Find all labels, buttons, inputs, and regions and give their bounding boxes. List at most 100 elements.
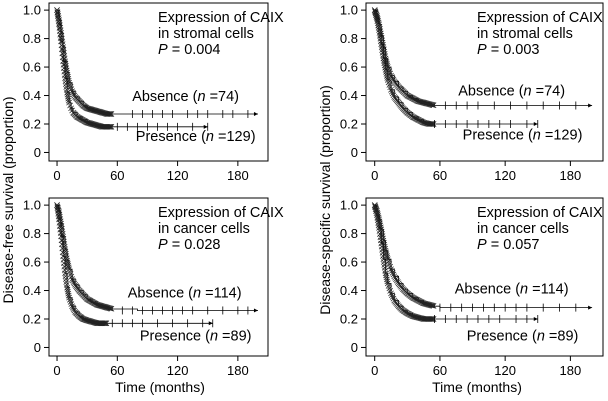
y-tick-label: 0 — [34, 145, 41, 160]
p-symbol: P — [477, 42, 487, 58]
event-marker — [428, 101, 435, 108]
series-label-text: Absence ( — [128, 286, 193, 302]
series-count: =89) — [545, 328, 578, 344]
event-marker — [384, 278, 391, 285]
event-marker — [389, 269, 396, 276]
event-marker — [101, 320, 107, 327]
p-value-text: = 0.028 — [168, 237, 221, 253]
y-tick-label: 0.6 — [340, 255, 358, 270]
event-marker — [70, 304, 76, 311]
n-symbol: n — [533, 128, 541, 144]
event-marker — [65, 292, 72, 299]
event-marker — [106, 123, 113, 130]
y-tick-label: 0.2 — [23, 116, 41, 131]
annotation-title: Expression of CAIX — [158, 205, 284, 221]
series-count: =129) — [541, 128, 583, 144]
y-tick-label: 0.8 — [340, 226, 358, 241]
x-tick-label: 60 — [110, 168, 124, 183]
event-marker — [65, 264, 72, 271]
p-value: P = 0.004 — [158, 42, 220, 58]
event-marker — [390, 92, 397, 99]
curve-end-cap — [533, 316, 538, 321]
y-tick-label: 0.2 — [340, 116, 358, 131]
y-tick-label: 0.8 — [340, 31, 358, 46]
y-tick-label: 0.2 — [23, 311, 41, 326]
x-axis-label: Time (months) — [115, 379, 205, 395]
p-value-text: = 0.004 — [168, 42, 221, 58]
event-marker — [68, 301, 75, 307]
y-tick-label: 0.4 — [23, 283, 41, 298]
series-label-presence: Presence (n =89) — [140, 328, 252, 344]
x-tick-label: 180 — [227, 168, 249, 183]
y-tick-label: 0.6 — [23, 60, 41, 75]
y-tick-label: 0.8 — [23, 226, 41, 241]
n-symbol: n — [520, 281, 528, 297]
event-marker — [388, 292, 395, 298]
plot-frame — [48, 2, 269, 162]
series-label-absence: Absence (n =74) — [132, 89, 239, 105]
annotation-cell-type: in stromal cells — [158, 26, 254, 42]
x-tick-label: 120 — [494, 363, 516, 378]
event-marker — [69, 303, 75, 310]
x-tick-label: 120 — [167, 363, 189, 378]
event-marker — [393, 276, 399, 282]
event-marker — [388, 268, 395, 274]
event-marker — [394, 277, 400, 284]
series-count: =74) — [206, 89, 239, 105]
event-marker — [70, 279, 77, 285]
p-value: P = 0.057 — [477, 237, 539, 253]
event-marker — [106, 111, 113, 117]
series-label-absence: Absence (n =114) — [128, 286, 242, 302]
event-marker — [428, 302, 435, 309]
x-tick-label: 60 — [433, 168, 447, 183]
event-marker — [388, 290, 394, 297]
p-value: P = 0.028 — [158, 237, 220, 253]
p-symbol: P — [158, 42, 168, 58]
n-symbol: n — [537, 328, 545, 344]
event-marker — [107, 111, 114, 117]
event-marker — [101, 320, 108, 327]
event-marker — [70, 277, 76, 284]
y-tick-label: 0.6 — [23, 255, 41, 270]
y-tick-label: 0 — [351, 145, 358, 160]
annotation-cell-type: in cancer cells — [158, 221, 250, 237]
event-marker — [388, 74, 395, 80]
p-value-text: = 0.057 — [487, 237, 540, 253]
event-marker — [391, 273, 398, 280]
n-symbol: n — [524, 84, 532, 100]
event-marker — [106, 111, 112, 117]
series-presence: Presence (n =129) — [371, 7, 583, 144]
p-value: P = 0.003 — [477, 42, 539, 58]
event-marker — [380, 55, 387, 62]
event-marker — [102, 320, 109, 327]
y-tick-label: 0.6 — [340, 60, 358, 75]
y-tick-label: 0.2 — [340, 311, 358, 326]
event-marker — [374, 18, 381, 24]
event-marker — [106, 123, 112, 130]
series-label-text: Absence ( — [132, 89, 197, 105]
series-label-text: Absence ( — [455, 281, 520, 297]
series-label-text: Presence ( — [463, 128, 533, 144]
event-marker — [388, 88, 395, 95]
event-marker — [394, 279, 401, 285]
p-value-text: = 0.003 — [487, 42, 540, 58]
event-marker — [67, 299, 74, 305]
event-marker — [70, 91, 77, 97]
event-marker — [374, 20, 381, 27]
event-marker — [71, 280, 78, 287]
event-marker — [63, 65, 70, 72]
y-axis-label-disease-free: Disease-free survival (proportion) — [0, 97, 16, 304]
event-marker — [373, 210, 380, 216]
plot-frame — [365, 2, 604, 162]
event-marker — [390, 271, 397, 278]
event-marker — [428, 316, 435, 322]
event-marker — [108, 123, 115, 130]
event-marker — [69, 276, 75, 282]
y-tick-label: 0.4 — [340, 88, 358, 103]
event-marker — [70, 306, 77, 312]
event-marker — [108, 305, 115, 312]
